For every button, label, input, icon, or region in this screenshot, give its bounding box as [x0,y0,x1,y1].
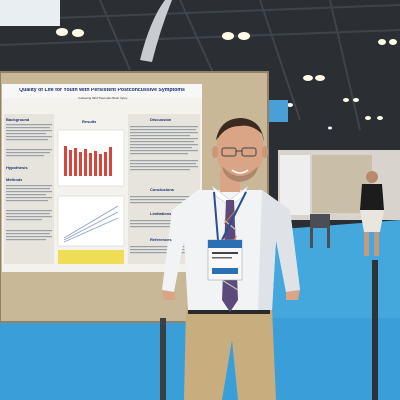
section-references: References [150,238,172,242]
poster-column-center [57,129,125,264]
face [216,120,264,180]
background-attendee [360,171,384,256]
poster-line-chart [63,205,119,243]
left-hand [162,290,176,300]
presenter [162,118,300,400]
background-chair [310,214,330,248]
board-leg [160,318,166,400]
ceiling-truss [0,0,400,131]
section-methods: Methods [6,178,23,182]
khaki-pants [184,308,276,400]
ceiling-lights [56,28,397,130]
right-hand [286,290,300,300]
board-leg-right [372,260,378,400]
section-background: Background [6,118,30,122]
poster-highlight-box [58,250,124,264]
section-limitations: Limitations [150,212,172,216]
blue-sign [268,100,288,122]
section-hypothesis: Hypothesis [6,166,28,170]
smile [231,169,249,174]
white-curtain [280,155,310,215]
hair [216,118,264,142]
poster-column-left [4,114,54,264]
section-discussion: Discussion [150,118,172,122]
poster-bar-chart [64,146,112,176]
poster-title: Quality of Life for Youth with Persisten… [19,88,185,93]
overhead-screen [0,0,60,26]
hanging-sculpture [140,0,172,62]
poster-subtitle: Following Mild Traumatic Brain Injury [78,97,128,100]
section-results: Results [82,120,97,124]
glasses [221,147,257,157]
section-conclusions: Conclusions [150,188,175,192]
